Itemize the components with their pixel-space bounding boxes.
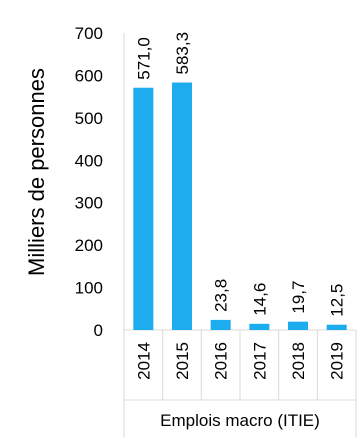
x-tick-label: 2018 — [289, 342, 308, 380]
x-tick-label: 2015 — [173, 342, 192, 380]
data-label: 14,6 — [250, 283, 269, 316]
x-tick-label: 2017 — [250, 342, 269, 380]
y-axis-ticks: 0 100 200 300 400 500 600 700 — [75, 24, 103, 340]
data-label: 19,7 — [289, 281, 308, 314]
y-axis-title: Milliers de personnes — [24, 68, 49, 276]
data-label: 12,5 — [328, 284, 347, 317]
axes — [123, 33, 357, 438]
x-axis-ticks: 2014 2015 2016 2017 2018 2019 — [134, 342, 346, 380]
x-axis-title: Emplois macro (ITIE) — [160, 411, 320, 430]
data-label: 583,3 — [173, 32, 192, 75]
bar-2015 — [172, 82, 192, 330]
bars — [133, 82, 347, 331]
bar-2017 — [249, 323, 270, 330]
x-tick-label: 2019 — [328, 342, 347, 380]
y-tick-label: 500 — [75, 109, 103, 128]
data-label: 23,8 — [212, 279, 231, 312]
x-tick-label: 2016 — [212, 342, 231, 380]
y-tick-label: 200 — [75, 236, 103, 255]
y-tick-label: 0 — [94, 321, 103, 340]
x-tick-label: 2014 — [134, 342, 153, 380]
bar-2014 — [133, 87, 154, 331]
bar-2019 — [326, 324, 347, 330]
bar-2016 — [210, 319, 231, 330]
data-labels: 571,0 583,3 23,8 14,6 19,7 12,5 — [134, 32, 346, 317]
data-label: 571,0 — [134, 37, 153, 80]
y-tick-label: 300 — [75, 194, 103, 213]
bar-2018 — [288, 321, 308, 330]
y-tick-label: 600 — [75, 66, 103, 85]
y-tick-label: 100 — [75, 279, 103, 298]
y-tick-label: 700 — [75, 24, 103, 43]
y-tick-label: 400 — [75, 151, 103, 170]
